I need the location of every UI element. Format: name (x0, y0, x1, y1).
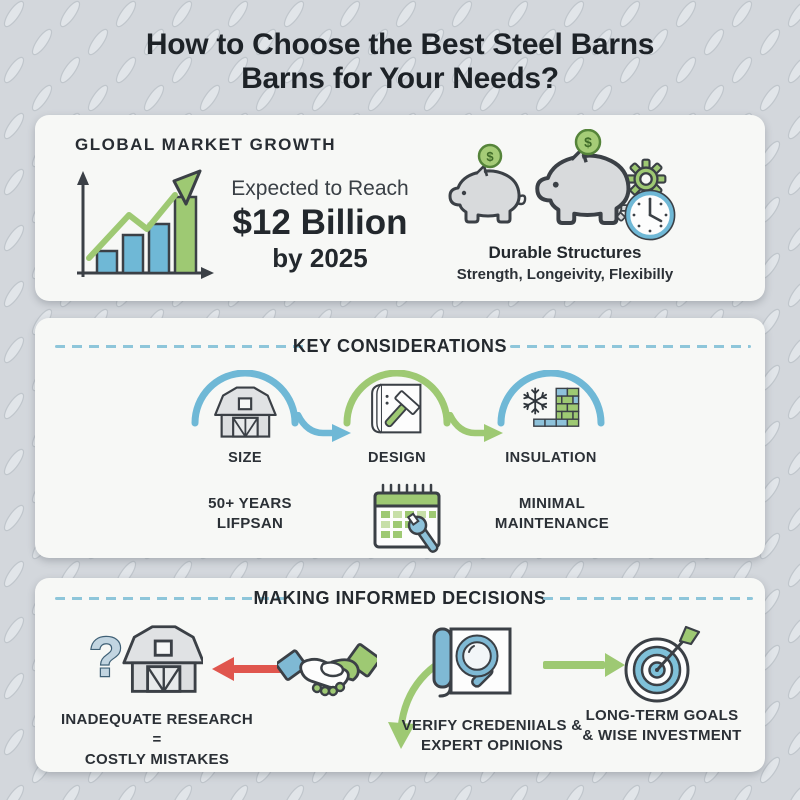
step-arrow-green-icon (447, 412, 503, 442)
calendar-wrench-icon (373, 483, 441, 553)
green-right-arrow-icon (543, 653, 625, 677)
long-term-goals-caption: LONG-TERM GOALS & WISE INVESTMENT (582, 707, 742, 744)
informed-decisions-panel: MAKING INFORMED DECISIONS ? (35, 578, 765, 772)
verify-credentials-caption: VERIFY CREDENIIALS & EXPERT OPINIONS (401, 717, 583, 754)
reach-year: by 2025 (272, 243, 368, 273)
step-arrow-blue-icon (295, 412, 351, 442)
big-piggy-bank-icon: $ (535, 129, 631, 225)
question-barn-icon: ? (88, 624, 203, 693)
dashed-divider-left (55, 597, 291, 600)
market-projection: Expected to Reach $12 Billion by 2025 (185, 177, 455, 274)
page-title-line2: Barns for Your Needs? (241, 62, 559, 95)
key-considerations-panel: KEY CONSIDERATIONS SIZE (35, 318, 765, 558)
step-label-size: SIZE (228, 450, 262, 466)
durable-title: Durable Structures (488, 243, 642, 262)
reach-label: Expected to Reach (231, 177, 409, 200)
svg-text:$: $ (486, 149, 494, 164)
maintenance-caption: MINIMAL MAINTENANCE (494, 495, 610, 532)
green-gear-icon (625, 158, 667, 200)
inadequate-research-caption: INADEQUATE RESEARCH = COSTLY MISTAKES (60, 711, 254, 768)
blue-arc (497, 370, 605, 427)
durable-structures-caption: Durable Structures Strength, Longeivity,… (425, 243, 705, 283)
reach-value: $12 Billion (232, 203, 408, 242)
snowflake-brick-wall-icon (497, 370, 605, 427)
scroll-magnifier-icon (432, 627, 512, 698)
coin-icon (574, 129, 602, 156)
handshake-icon (277, 643, 377, 697)
step-label-insulation: INSULATION (505, 450, 597, 466)
question-mark-icon: ? (89, 625, 123, 688)
considerations-heading: KEY CONSIDERATIONS (292, 336, 508, 356)
coin-icon (477, 143, 503, 169)
dashed-divider-right (543, 597, 753, 600)
piggy-banks-gears-clock-icon: $ $ (448, 129, 676, 241)
wrench-icon (406, 512, 439, 553)
small-piggy-bank-icon: $ (448, 143, 527, 224)
lifespan-caption: 50+ YEARS LIFPSAN (208, 495, 292, 532)
durable-subtitle: Strength, Longeivity, Flexibilly (456, 266, 674, 283)
green-arc (343, 370, 451, 427)
blue-arc (191, 370, 299, 427)
dashed-divider-right (510, 345, 751, 348)
barn-icon (191, 370, 299, 438)
growth-bar-chart-icon (77, 169, 214, 279)
page-title: How to Choose the Best Steel Barns Barns… (0, 28, 800, 96)
svg-text:$: $ (584, 134, 592, 150)
blueprint-hammer-icon (343, 370, 451, 434)
clock-icon (624, 189, 676, 241)
page-title-line1: How to Choose the Best Steel Barns (145, 28, 655, 61)
snowflake (523, 387, 548, 415)
target-dart-icon (624, 625, 701, 703)
step-label-design: DESIGN (368, 450, 426, 466)
decisions-heading: MAKING INFORMED DECISIONS (253, 588, 547, 608)
market-heading: GLOBAL MARKET GROWTH (75, 135, 337, 154)
brick-wall (533, 387, 580, 427)
market-growth-panel: GLOBAL MARKET GROWTH Expected to Reach $… (35, 115, 765, 301)
dashed-divider-left (55, 345, 305, 348)
